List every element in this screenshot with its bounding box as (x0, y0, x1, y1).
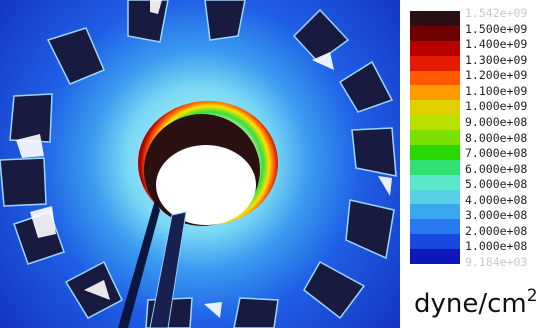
colorbar-tick-label: 1.100e+09 (465, 83, 528, 98)
colorbar-tick-label: 1.542e+09 (465, 6, 528, 20)
colorbar (410, 11, 460, 265)
colorbar-segment (410, 25, 460, 42)
colorbar-segment (410, 204, 460, 220)
slot-openings (16, 0, 392, 318)
colorbar-tick-label: 1.500e+09 (465, 21, 528, 36)
colorbar-tick-label: 3.000e+08 (465, 208, 528, 223)
bore-opening (156, 145, 256, 225)
colorbar-tick-label: 1.000e+09 (465, 99, 528, 114)
colorbar-segment (410, 144, 460, 161)
colorbar-tick-label: 8.000e+08 (465, 130, 528, 145)
unit-label: dyne/cm2 (414, 286, 538, 319)
colorbar-segment (410, 234, 460, 250)
colorbar-tick-label: 1.000e+08 (465, 239, 528, 254)
colorbar-segment (410, 115, 460, 131)
colorbar-segment (410, 55, 460, 72)
colorbar-tick-label: 5.000e+08 (465, 177, 528, 192)
colorbar-segment (410, 11, 460, 27)
strut (149, 211, 187, 328)
colorbar-tick-label: 1.300e+09 (465, 52, 528, 67)
colorbar-tick-label: 7.000e+08 (465, 146, 528, 161)
colorbar-segment (410, 70, 460, 86)
colorbar-tick-label: 2.000e+08 (465, 223, 528, 238)
colorbar-segment (410, 40, 460, 57)
stress-contour-image (0, 0, 400, 328)
colorbar-tick-label: 4.000e+08 (465, 192, 528, 207)
colorbar-segment (410, 130, 460, 146)
colorbar-tick-label: 1.400e+09 (465, 37, 528, 52)
colorbar-segment (410, 174, 460, 191)
colorbar-segment (410, 85, 460, 101)
strut-left (118, 200, 160, 328)
colorbar-segment (410, 189, 460, 205)
colorbar-tick-label: 1.200e+09 (465, 68, 528, 83)
colorbar-tick-label: 9.000e+08 (465, 114, 528, 129)
colorbar-segment (410, 249, 460, 265)
colorbar-segment (410, 159, 460, 176)
colorbar-tick-label: 9.184e+03 (465, 255, 528, 269)
colorbar-tick-label: 6.000e+08 (465, 161, 528, 176)
colorbar-segment (410, 219, 460, 235)
colorbar-segment (410, 100, 460, 116)
